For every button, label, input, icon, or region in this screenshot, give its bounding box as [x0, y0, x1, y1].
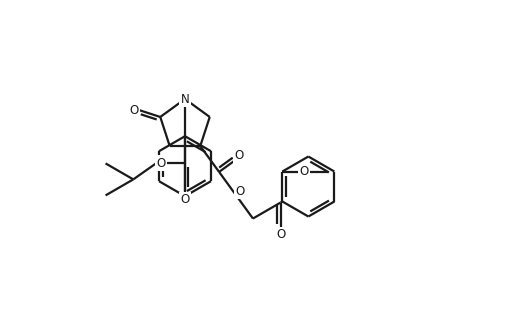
Text: O: O — [234, 150, 244, 163]
Text: O: O — [300, 165, 309, 178]
Text: O: O — [276, 228, 285, 241]
Text: N: N — [181, 92, 190, 106]
Text: O: O — [157, 157, 166, 170]
Text: O: O — [130, 104, 139, 117]
Text: O: O — [180, 193, 190, 206]
Text: O: O — [235, 185, 245, 198]
